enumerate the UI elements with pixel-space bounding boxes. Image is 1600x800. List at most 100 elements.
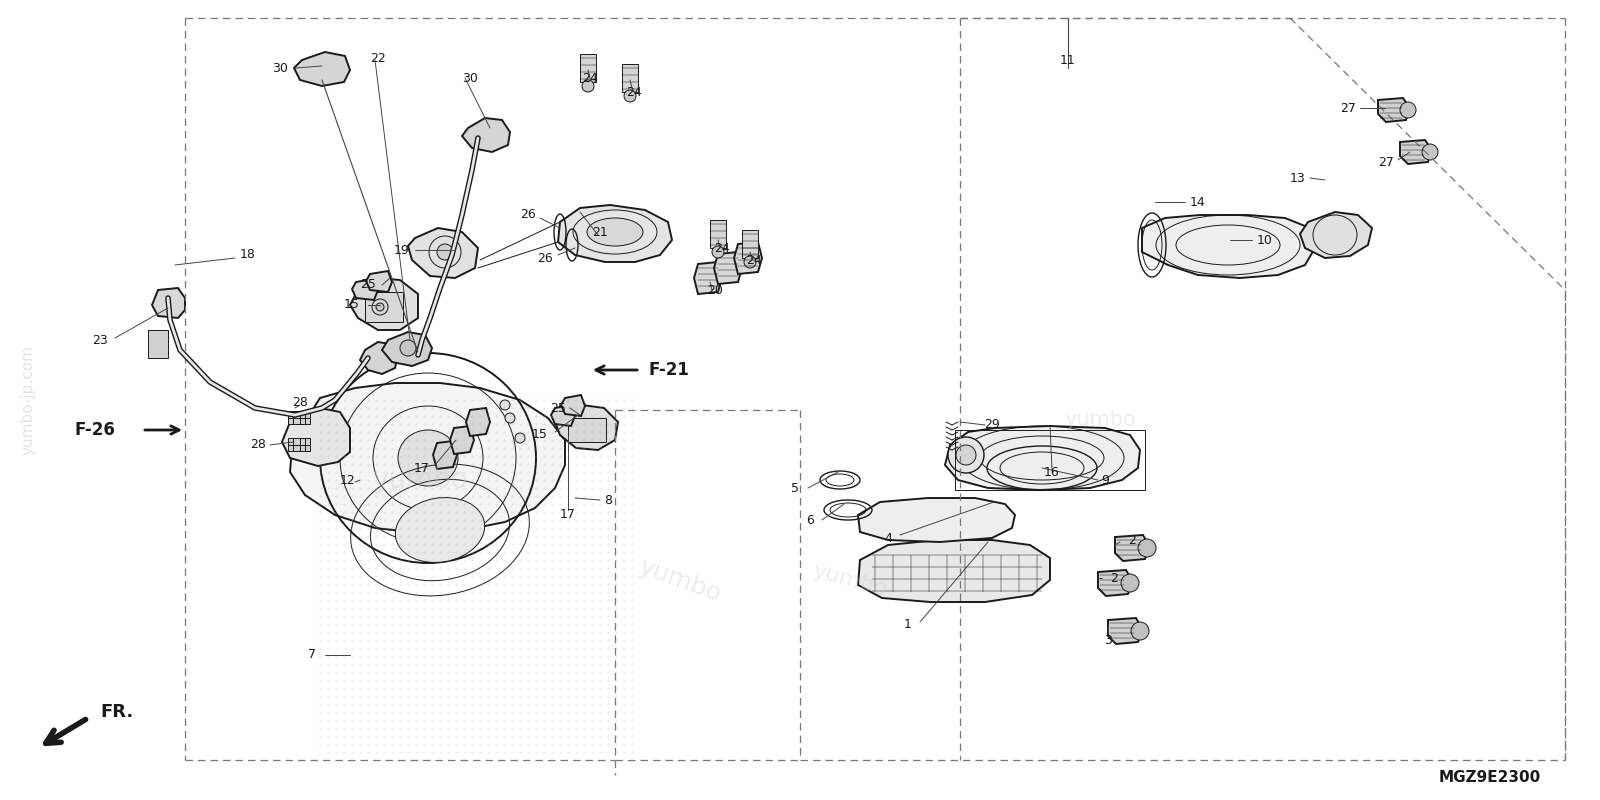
Polygon shape [1142, 215, 1315, 278]
Text: MGZ9E2300: MGZ9E2300 [1438, 770, 1541, 786]
Text: 17: 17 [560, 507, 576, 521]
Text: 24: 24 [714, 242, 730, 254]
Text: 9: 9 [1101, 474, 1109, 486]
Polygon shape [550, 405, 574, 426]
Text: 6: 6 [806, 514, 814, 526]
Text: 24: 24 [746, 254, 762, 266]
Polygon shape [1098, 570, 1133, 596]
Text: 7: 7 [307, 649, 317, 662]
Polygon shape [1299, 212, 1373, 258]
Polygon shape [282, 408, 350, 466]
Polygon shape [858, 498, 1014, 542]
Polygon shape [714, 252, 742, 284]
Bar [147, 330, 168, 358]
Polygon shape [946, 426, 1139, 490]
Polygon shape [350, 278, 418, 330]
Text: 15: 15 [533, 429, 547, 442]
Text: 2: 2 [1128, 534, 1136, 546]
Text: yumbo-jp.com: yumbo-jp.com [21, 345, 35, 455]
Ellipse shape [587, 218, 643, 246]
Circle shape [624, 90, 637, 102]
Text: FR.: FR. [99, 703, 133, 721]
Circle shape [957, 445, 976, 465]
Polygon shape [562, 395, 586, 416]
Text: 26: 26 [520, 209, 536, 222]
Text: 27: 27 [1378, 155, 1394, 169]
Polygon shape [694, 262, 722, 294]
Circle shape [506, 413, 515, 423]
Bar [568, 418, 606, 442]
Circle shape [437, 244, 453, 260]
Text: F-21: F-21 [648, 361, 690, 379]
Text: 26: 26 [538, 251, 554, 265]
Text: 11: 11 [1061, 54, 1075, 66]
Ellipse shape [395, 498, 485, 562]
Bar [710, 220, 726, 248]
Circle shape [400, 340, 416, 356]
Text: 25: 25 [360, 278, 376, 291]
Text: 2: 2 [1110, 571, 1118, 585]
Circle shape [515, 433, 525, 443]
Polygon shape [450, 426, 474, 454]
Polygon shape [152, 288, 186, 318]
Bar [365, 292, 403, 322]
Polygon shape [1400, 140, 1432, 164]
Polygon shape [408, 228, 478, 278]
Text: 28: 28 [250, 438, 266, 451]
Polygon shape [366, 271, 392, 292]
Circle shape [1131, 622, 1149, 640]
Text: 16: 16 [1045, 466, 1059, 478]
Polygon shape [360, 342, 398, 374]
Text: 22: 22 [370, 51, 386, 65]
Circle shape [1422, 144, 1438, 160]
Text: yumbo: yumbo [811, 561, 890, 599]
Text: 27: 27 [1341, 102, 1355, 114]
Text: 30: 30 [462, 71, 478, 85]
Text: 1: 1 [904, 618, 912, 631]
Polygon shape [382, 332, 432, 366]
Text: 28: 28 [293, 397, 307, 410]
Text: F-26: F-26 [75, 421, 115, 439]
Polygon shape [1378, 98, 1410, 122]
Text: 20: 20 [707, 283, 723, 297]
Circle shape [712, 246, 723, 258]
Polygon shape [1115, 535, 1150, 561]
Text: yumbo: yumbo [635, 554, 725, 606]
Text: 12: 12 [341, 474, 355, 486]
Text: 5: 5 [790, 482, 798, 494]
Polygon shape [558, 205, 672, 262]
Circle shape [1122, 574, 1139, 592]
Ellipse shape [398, 430, 458, 486]
Circle shape [1400, 102, 1416, 118]
Bar [955, 430, 1146, 490]
Circle shape [376, 303, 384, 311]
Bar [288, 411, 310, 424]
Bar [622, 64, 638, 92]
Text: 3: 3 [1104, 634, 1112, 646]
Polygon shape [294, 52, 350, 86]
Text: 29: 29 [984, 418, 1000, 431]
Bar [579, 54, 595, 82]
Polygon shape [734, 242, 762, 274]
Polygon shape [858, 540, 1050, 602]
Polygon shape [434, 441, 458, 469]
Polygon shape [555, 405, 618, 450]
Text: 24: 24 [626, 86, 642, 98]
Text: 15: 15 [344, 298, 360, 311]
Text: 30: 30 [272, 62, 288, 74]
Text: 25: 25 [550, 402, 566, 414]
Polygon shape [466, 408, 490, 436]
Text: 14: 14 [1190, 195, 1206, 209]
Text: 17: 17 [414, 462, 430, 474]
Bar [288, 438, 310, 451]
Bar [742, 230, 758, 258]
Text: 8: 8 [605, 494, 611, 506]
Circle shape [744, 256, 757, 268]
Text: yumbo: yumbo [373, 466, 467, 494]
Text: 19: 19 [394, 243, 410, 257]
Circle shape [582, 80, 594, 92]
Circle shape [947, 437, 984, 473]
Polygon shape [462, 118, 510, 152]
Text: 24: 24 [582, 71, 598, 85]
Text: 21: 21 [592, 226, 608, 239]
